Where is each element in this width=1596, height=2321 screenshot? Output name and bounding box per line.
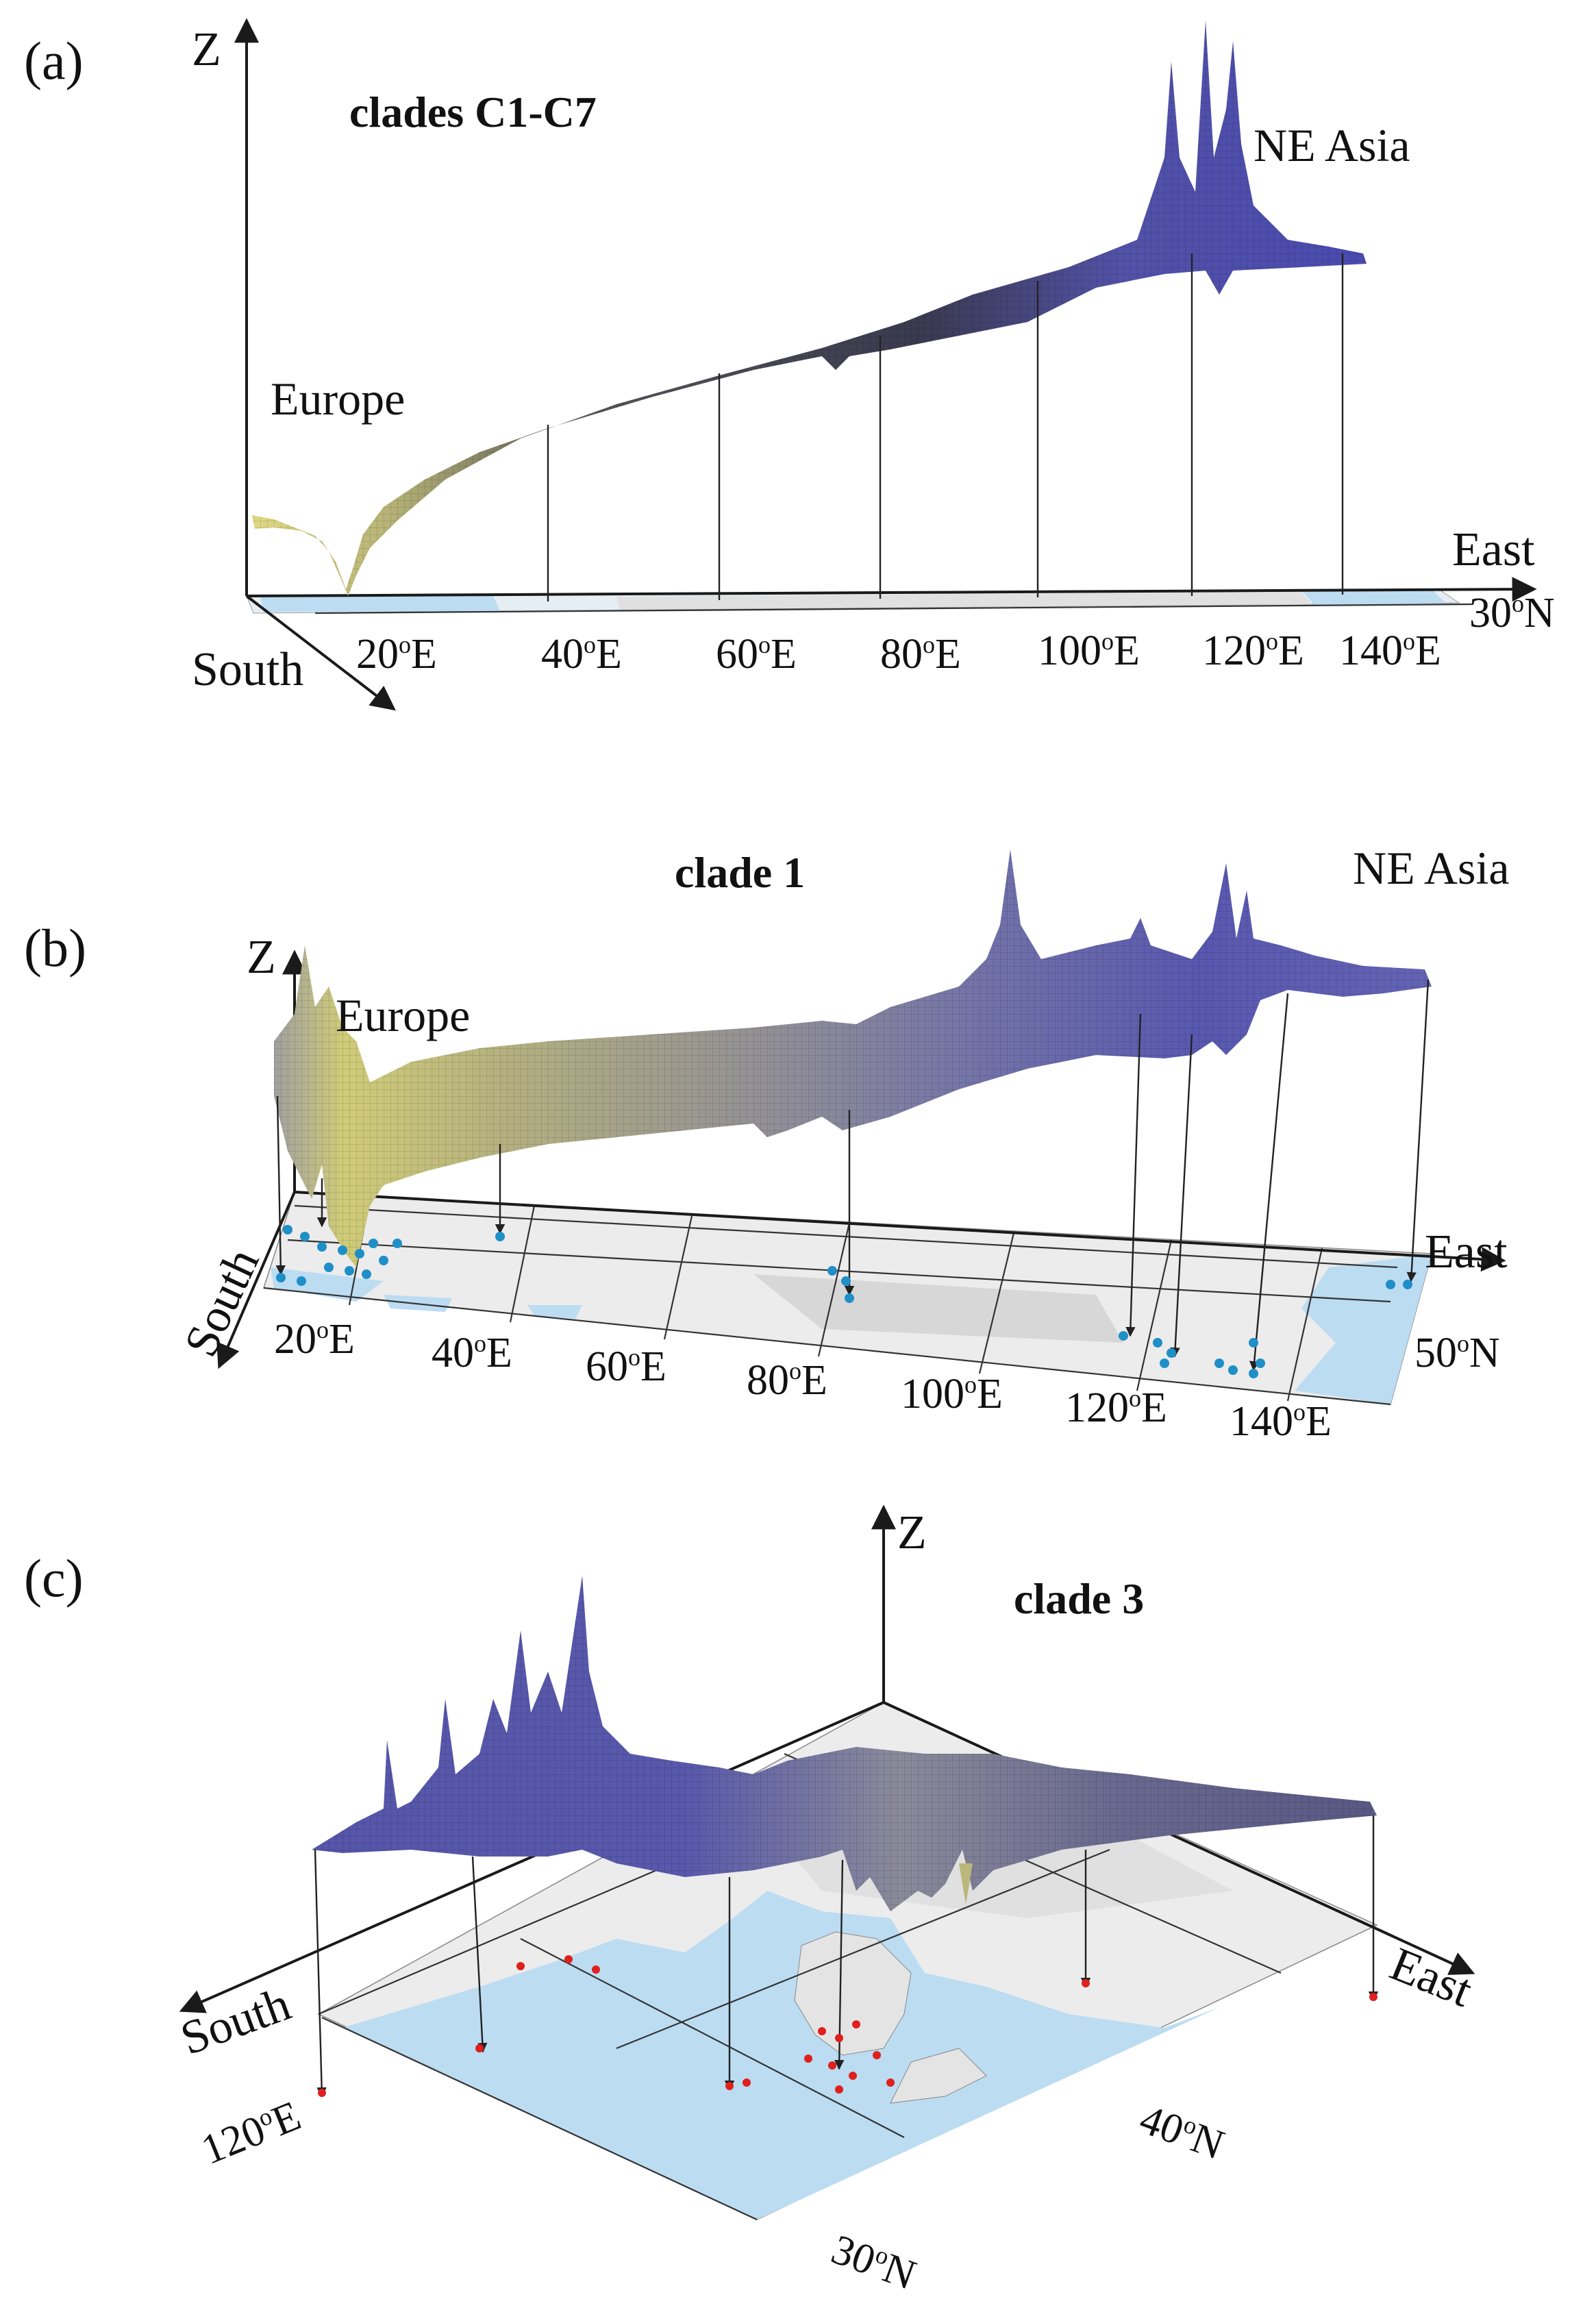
panel-b-title: clade 1: [675, 848, 805, 897]
panel-b-samples: [276, 1225, 1412, 1378]
panel-b-map-sea-caspian: [527, 1305, 582, 1319]
panel-a-map-land: [616, 592, 1312, 610]
panel-b-tick-80e: 80oE: [747, 1357, 827, 1404]
panel-a-tick-labels: 20oE 40oE 60oE 80oE 100oE 120oE 140oE: [356, 628, 1441, 678]
panel-a-z-label: Z: [192, 23, 221, 76]
panel-a-east-label: East: [1452, 523, 1535, 576]
panel-b-lat-label: 50oN: [1414, 1330, 1500, 1376]
panel-c-lat-30n: 30oN: [825, 2226, 922, 2299]
panel-c-south-label: South: [174, 1978, 297, 2065]
panel-b-south-axis: [216, 1191, 296, 1369]
panel-a-map-sea: [260, 596, 500, 612]
panel-b-tick-labels: 20oE 40oE 60oE 80oE 100oE 120oE 140oE: [274, 1316, 1332, 1445]
panel-a-title: clades C1-C7: [349, 88, 597, 136]
panel-a-region-ne-asia: NE Asia: [1254, 119, 1410, 171]
panel-c: (c) Z clade 3 East South 120oE 40oN 30oN: [24, 1504, 1480, 2299]
panel-a-tick-140e: 140oE: [1339, 628, 1441, 674]
panel-c-title: clade 3: [1014, 1574, 1144, 1623]
panel-b-east-label: East: [1425, 1226, 1508, 1278]
panel-a-tick-20e: 20oE: [356, 631, 437, 678]
panel-b-map-sea-west: [271, 1267, 384, 1302]
panel-c-east-axis: [883, 1701, 1475, 1975]
panel-a-region-europe: Europe: [271, 373, 405, 425]
panel-a-drop-lines: [547, 253, 1344, 601]
panel-a-tick-120e: 120oE: [1202, 628, 1304, 674]
panel-b-letter: (b): [24, 918, 86, 978]
panel-a-letter: (a): [24, 31, 84, 90]
panel-c-surface-mesh: [312, 1576, 1377, 1911]
panel-c-samples: [318, 1955, 1377, 2097]
panel-a-east-axis: [246, 577, 1537, 602]
panel-c-map-japan: [890, 2048, 987, 2104]
panel-c-z-label: Z: [897, 1506, 927, 1559]
panel-c-letter: (c): [24, 1548, 84, 1608]
panel-b-z-label: Z: [247, 931, 276, 984]
panel-c-map-sea: [342, 1891, 1219, 2220]
panel-b-region-europe: Europe: [336, 989, 470, 1041]
panel-b-map-sea-east: [1295, 1254, 1432, 1404]
panel-b-tick-60e: 60oE: [586, 1343, 666, 1390]
panel-a-tick-60e: 60oE: [716, 631, 797, 678]
panel-c-lat-40n: 40oN: [1134, 2096, 1230, 2169]
panel-b-tick-120e: 120oE: [1065, 1385, 1167, 1431]
panel-b-front-edge: [263, 1287, 1391, 1406]
panel-b-surface-mesh: [274, 849, 1432, 1267]
panel-c-east-label: East: [1383, 1937, 1480, 2018]
panel-c-surface-yellow-spike: [959, 1863, 973, 1904]
panel-b-south-label: South: [175, 1241, 270, 1365]
panel-b: (b) Z clade 1 Europe NE Asia East South …: [24, 842, 1510, 1445]
panel-a-tick-40e: 40oE: [541, 631, 622, 678]
panel-a-front-edge: [314, 603, 1473, 615]
panel-a-tick-80e: 80oE: [880, 631, 961, 678]
panel-b-tick-20e: 20oE: [274, 1316, 355, 1363]
panel-b-drop-lines: [275, 979, 1430, 1372]
panel-a-south-label: South: [192, 643, 303, 696]
panel-b-tick-140e: 140oE: [1230, 1398, 1332, 1445]
panel-b-tick-40e: 40oE: [432, 1330, 512, 1376]
panel-b-east-axis: [294, 1191, 1506, 1272]
panel-c-lon-label: 120oE: [195, 2092, 308, 2174]
panel-a: (a) Z clades C1-C7 Europe NE Asia East S…: [24, 18, 1555, 711]
panel-b-region-ne-asia: NE Asia: [1353, 842, 1510, 894]
panel-c-map-korea: [794, 1931, 912, 2056]
panel-a-surface-mesh: [252, 21, 1367, 596]
panel-a-tick-100e: 100oE: [1038, 628, 1140, 674]
panel-a-south-axis: [245, 595, 396, 711]
panel-a-lat-label: 30oN: [1469, 590, 1555, 636]
panel-b-tick-100e: 100oE: [901, 1371, 1003, 1417]
panel-a-map-sea-east: [1301, 589, 1445, 606]
